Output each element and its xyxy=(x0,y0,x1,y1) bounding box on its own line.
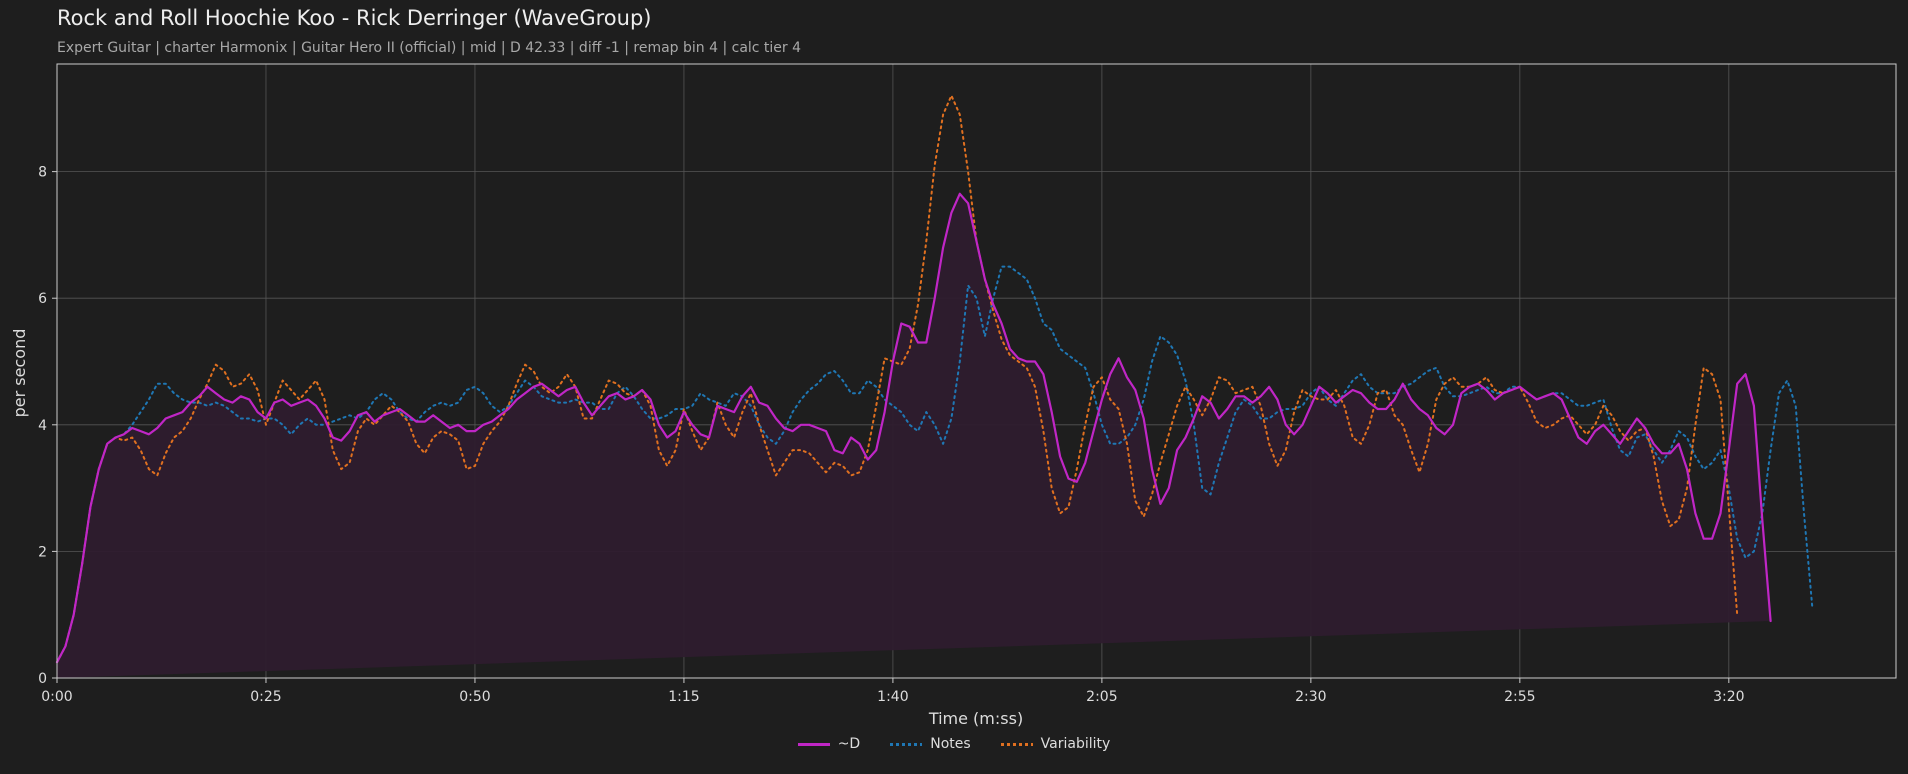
x-axis-label: Time (m:ss) xyxy=(928,709,1023,728)
legend-item-notes: Notes xyxy=(890,736,971,752)
x-tick-label: 0:25 xyxy=(250,689,281,705)
y-tick-label: 2 xyxy=(38,544,47,560)
x-tick-label: 2:55 xyxy=(1504,689,1535,705)
chart-title: Rock and Roll Hoochie Koo - Rick Derring… xyxy=(57,6,652,30)
series-line-variability xyxy=(56,94,1739,664)
y-tick-label: 6 xyxy=(38,291,47,307)
chart-subtitle: Expert Guitar | charter Harmonix | Guita… xyxy=(57,40,802,56)
x-tick-label: 0:00 xyxy=(41,689,72,705)
legend-swatch-d xyxy=(797,742,830,746)
x-tick-label: 2:30 xyxy=(1295,689,1326,705)
series-layer xyxy=(55,94,1814,679)
x-tick-label: 1:15 xyxy=(668,689,699,705)
legend-label-notes: Notes xyxy=(930,736,971,752)
legend: ~D Notes Variability xyxy=(0,736,1908,752)
axis-layer: 0:00 0:25 0:50 1:15 1:40 2:05 2:30 2:55 3:20 0 2 4 6… xyxy=(38,63,1897,705)
d-area-fill xyxy=(57,193,1771,679)
plot-frame xyxy=(56,63,1897,679)
legend-label-d: ~D xyxy=(837,736,861,752)
legend-label-variability: Variability xyxy=(1040,736,1111,752)
y-tick-label: 8 xyxy=(38,165,47,181)
y-tick-label: 4 xyxy=(38,418,47,434)
legend-item-variability: Variability xyxy=(1000,736,1111,752)
y-axis-label: per second xyxy=(10,329,29,418)
legend-item-d: ~D xyxy=(797,736,861,752)
legend-swatch-variability xyxy=(1000,742,1033,746)
x-tick-label: 2:05 xyxy=(1086,689,1117,705)
y-tick-label: 0 xyxy=(38,671,47,687)
x-tick-label: 3:20 xyxy=(1713,689,1744,705)
x-tick-label: 0:50 xyxy=(459,689,490,705)
legend-swatch-notes xyxy=(890,742,923,746)
x-tick-label: 1:40 xyxy=(877,689,908,705)
series-line-d xyxy=(55,192,1772,664)
